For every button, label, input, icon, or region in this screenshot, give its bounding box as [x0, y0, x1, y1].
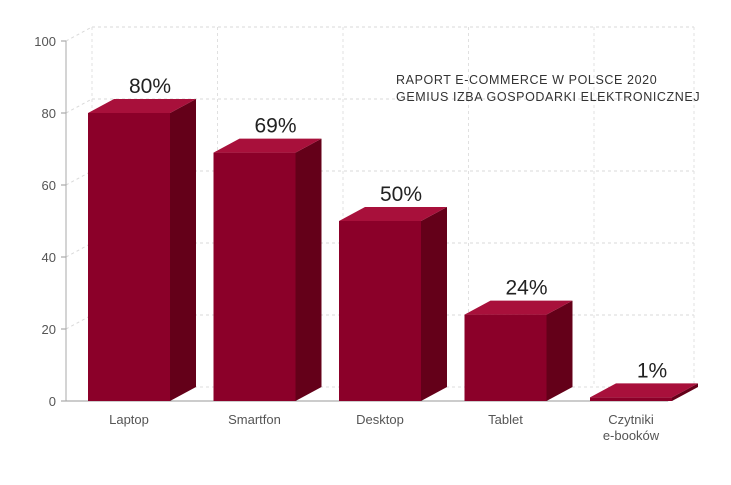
bar-front [590, 397, 672, 401]
y-tick-label: 20 [42, 322, 56, 337]
y-tick-label: 60 [42, 178, 56, 193]
grid-diagonal [65, 98, 93, 114]
data-label: 1% [637, 359, 667, 382]
data-label: 50% [380, 183, 422, 206]
bar-side [546, 300, 573, 401]
bar-side [295, 138, 322, 401]
y-tick-label: 100 [34, 34, 56, 49]
bar-top [464, 300, 573, 315]
bar [88, 99, 196, 401]
bars [88, 99, 698, 401]
bar [213, 138, 322, 401]
data-labels: 80% 69% 50% 24% 1% [129, 75, 667, 382]
grid-diagonal [65, 170, 93, 186]
data-label: 80% [129, 75, 171, 98]
source-line-1: RAPORT E-COMMERCE W POLSCE 2020 [396, 73, 657, 87]
bar-front [464, 314, 547, 401]
y-tick-label: 40 [42, 250, 56, 265]
grid-diagonal [65, 26, 93, 42]
category-label: Laptop [109, 412, 149, 427]
data-label: 69% [254, 115, 296, 138]
category-label: Desktop [356, 412, 404, 427]
bar-side [421, 207, 447, 401]
data-label: 24% [505, 277, 547, 300]
category-label: Tablet [488, 412, 523, 427]
bar-top [213, 138, 322, 153]
bar [590, 383, 698, 401]
grid-diagonal [65, 242, 93, 258]
bar-front [88, 113, 170, 401]
y-tick-label: 0 [49, 394, 56, 409]
bar-top [88, 99, 196, 113]
source-note: RAPORT E-COMMERCE W POLSCE 2020 GEMIUS I… [396, 73, 700, 104]
bar-top [339, 207, 447, 221]
category-label: Czytniki e-booków [603, 412, 660, 443]
y-tick-label: 80 [42, 106, 56, 121]
bar-side [672, 383, 698, 401]
bar [339, 207, 447, 401]
grid-diagonal [65, 314, 93, 330]
bar-front [339, 221, 421, 401]
bar [464, 300, 573, 401]
source-line-2: GEMIUS IZBA GOSPODARKI ELEKTRONICZNEJ [396, 90, 700, 104]
category-labels: Laptop Smartfon Desktop Tablet Czytniki e-boo… [109, 412, 660, 443]
category-label: Smartfon [228, 412, 281, 427]
bar-side [170, 99, 196, 401]
y-tick-labels: 0 20 40 60 80 100 [34, 34, 56, 409]
bar-front [213, 152, 296, 401]
bar-top [590, 383, 698, 398]
